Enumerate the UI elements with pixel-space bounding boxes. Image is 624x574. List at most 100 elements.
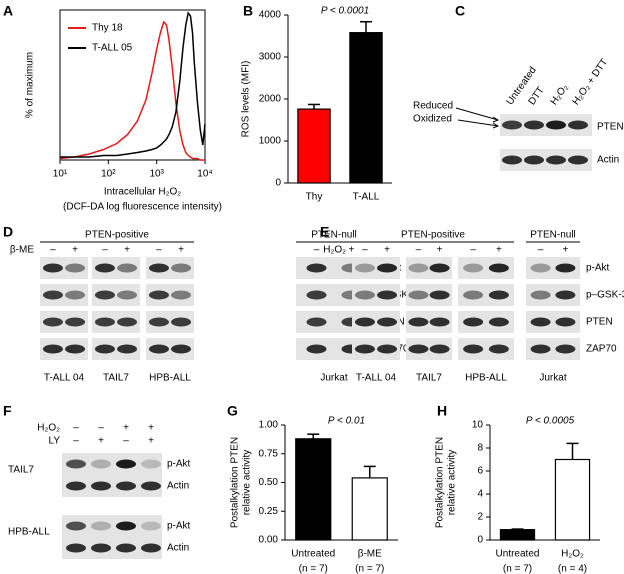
y-tick-label: 1.00 [259, 420, 279, 431]
blot-band [354, 263, 375, 273]
blot-band [463, 344, 484, 354]
blot-band [94, 290, 115, 300]
x-tick-label: H₂O₂ [561, 549, 584, 560]
blot-band [354, 317, 375, 327]
blot-band [524, 155, 544, 165]
blot-band [65, 344, 86, 354]
blot-band [141, 481, 161, 491]
y-tick-label: 0.00 [259, 535, 279, 546]
sign: – [123, 436, 129, 447]
cell-line: Jurkat [320, 373, 347, 384]
blot-band [171, 344, 192, 354]
blot-strip [62, 537, 162, 559]
blot-band [546, 155, 566, 165]
y-tick-label: 0 [275, 178, 281, 189]
blot-band [148, 344, 169, 354]
blot-strip [352, 338, 400, 360]
x-axis-label: Intracellular H₂O₂ [104, 187, 181, 198]
blot-band [94, 344, 115, 354]
cell-line: T-ALL 04 [356, 373, 397, 384]
sign: – [102, 245, 108, 256]
blot-band [502, 120, 522, 130]
x-sublabel: (n = 7) [503, 564, 532, 574]
lane-label: H₂O₂ [549, 82, 571, 107]
treatment-label: H₂O₂ [37, 423, 60, 434]
cell-line: TAIL7 [103, 373, 129, 384]
arrow-label: Reduced [413, 101, 453, 112]
bar [499, 529, 536, 541]
blot-band [524, 120, 544, 130]
blot-band [171, 263, 192, 273]
row-label: PTEN [597, 122, 624, 133]
y-axis-label: % of maximum [25, 52, 36, 118]
y-axis-label: relative activity [242, 450, 253, 516]
treatment-label: LY [49, 436, 61, 447]
lane-label: DTT [527, 85, 547, 107]
y-tick-label: 6 [477, 466, 483, 477]
sign: + [437, 245, 443, 256]
y-tick-label: 8 [477, 443, 483, 454]
blot-band [117, 317, 138, 327]
row-label: ZAP70 [586, 344, 617, 355]
sign: + [496, 245, 502, 256]
x-tick-label: Thy [306, 192, 323, 203]
bar [554, 458, 591, 541]
y-tick-label: 4 [477, 489, 483, 500]
blot-band [94, 317, 115, 327]
panel-letter: G [227, 403, 238, 419]
panel-letter: C [455, 3, 465, 19]
x-tick-label: 10² [101, 169, 116, 180]
blot-band [408, 344, 429, 354]
blot-band [463, 263, 484, 273]
blot-strip [406, 338, 452, 360]
blot-band [408, 263, 429, 273]
blot-band [530, 290, 551, 300]
blot-strip [92, 311, 140, 333]
cell-line: HPB-ALL [8, 527, 50, 538]
y-tick-label: 4000 [259, 10, 282, 21]
y-axis-label: Postalkylation PTEN [230, 437, 241, 528]
group-header: PTEN-null [311, 230, 357, 241]
blot-band [42, 317, 63, 327]
blot-band [42, 263, 63, 273]
blot-band [354, 344, 375, 354]
blot-strip [458, 284, 514, 306]
arrow [455, 107, 500, 123]
panel-letter: B [243, 3, 253, 19]
sign: + [72, 245, 78, 256]
blot-strip [526, 338, 580, 360]
sign: + [148, 436, 154, 447]
blot-band [94, 263, 115, 273]
blot-strip [62, 475, 162, 497]
line-series [59, 20, 205, 161]
blot-strip [62, 515, 162, 537]
cell-line: TAIL7 [416, 373, 442, 384]
x-tick-label: 10³ [149, 169, 164, 180]
sign: + [148, 423, 154, 434]
line-series [60, 11, 206, 158]
x-tick-label: Untreated [291, 549, 335, 560]
blot-strip [352, 311, 400, 333]
blot-band [91, 543, 111, 553]
x-tick-label: 10¹ [53, 169, 68, 180]
sign: – [98, 423, 104, 434]
blot-band [65, 290, 86, 300]
blot-strip [92, 257, 140, 279]
y-tick-label: 2 [477, 512, 483, 523]
blot-band [148, 317, 169, 327]
y-tick-label: 0.25 [259, 506, 279, 517]
cell-line: Jurkat [539, 373, 566, 384]
blot-band [306, 344, 327, 354]
blot-band [408, 290, 429, 300]
sign: – [73, 436, 79, 447]
blot-band [555, 290, 576, 300]
bar [349, 32, 383, 184]
blot-band [530, 344, 551, 354]
sign: – [470, 245, 476, 256]
blot-band [148, 290, 169, 300]
panel-letter: E [320, 224, 329, 240]
panel-letter: D [3, 224, 13, 240]
blot-band [429, 290, 450, 300]
blot-band [463, 290, 484, 300]
